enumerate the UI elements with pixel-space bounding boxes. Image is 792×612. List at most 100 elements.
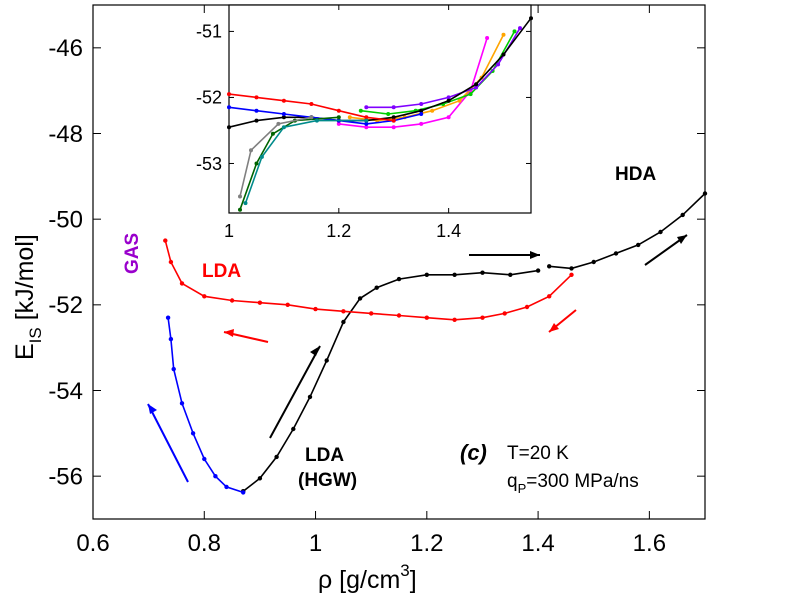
- data-point: [224, 484, 229, 490]
- data-point: [249, 148, 253, 153]
- data-point: [168, 336, 174, 342]
- data-point: [227, 125, 231, 130]
- data-point: [238, 194, 242, 199]
- data-point: [636, 242, 641, 248]
- data-point: [254, 161, 259, 166]
- data-point: [430, 108, 435, 113]
- data-point: [309, 115, 314, 120]
- arrowhead-gas: [148, 404, 157, 414]
- data-point: [569, 266, 574, 271]
- y-tick-label: -52: [48, 292, 83, 319]
- data-point: [446, 98, 451, 103]
- data-point: [270, 131, 275, 136]
- label-gas: GAS: [122, 233, 143, 274]
- label-panel-c: (c): [460, 440, 487, 465]
- x-axis-label-sup: 3: [400, 561, 409, 580]
- x-axis-label-text: ρ [g/cm: [318, 566, 400, 594]
- arrowhead-compression-hda: [530, 251, 540, 259]
- data-point: [243, 201, 248, 206]
- data-point: [468, 92, 473, 97]
- data-point: [347, 115, 352, 120]
- main-series-group: [163, 191, 708, 495]
- data-point: [391, 118, 396, 123]
- data-point: [569, 272, 574, 277]
- data-point: [508, 272, 513, 277]
- main-axis-ticks: 0.6 0.8 1 1.2 1.4 1.6 -56 -54 -52 -50 -48 -46: [48, 5, 705, 557]
- x-tick-label: 1.2: [326, 221, 351, 241]
- data-point: [547, 264, 552, 269]
- data-point: [336, 121, 341, 126]
- data-point: [391, 125, 396, 130]
- arrow-compression-lda: [269, 345, 321, 439]
- label-rate: qP=300 MPa/ns: [507, 471, 639, 496]
- y-tick-label: -48: [48, 121, 83, 148]
- data-point: [238, 207, 242, 212]
- data-point: [202, 294, 207, 299]
- series-line: [239, 116, 312, 197]
- series-line: [549, 192, 706, 270]
- x-tick-label: 1: [224, 221, 234, 241]
- data-point: [274, 454, 279, 460]
- data-point: [680, 212, 685, 218]
- data-point: [386, 112, 391, 116]
- data-point: [446, 115, 451, 120]
- label-rate-sub: P: [518, 481, 527, 496]
- data-point: [213, 474, 218, 479]
- data-point: [254, 95, 259, 100]
- data-point: [529, 16, 533, 21]
- data-point: [480, 270, 485, 275]
- data-point: [313, 306, 318, 312]
- data-point: [501, 52, 506, 57]
- data-point: [227, 92, 231, 97]
- y-tick-label: -53: [196, 154, 222, 174]
- data-point: [474, 82, 479, 87]
- x-tick-label: 1.2: [410, 530, 443, 557]
- data-point: [227, 105, 231, 110]
- data-point: [291, 426, 296, 432]
- data-point: [259, 154, 264, 159]
- data-point: [424, 315, 429, 320]
- data-point: [419, 108, 424, 113]
- label-hgw: (HGW): [298, 470, 357, 491]
- data-point: [501, 32, 506, 37]
- data-point: [480, 315, 485, 320]
- arrowhead-compression-lda: [310, 346, 320, 356]
- data-point: [254, 118, 259, 123]
- data-point: [364, 105, 369, 110]
- data-point: [446, 95, 451, 100]
- data-point: [163, 238, 168, 243]
- y-axis-label: EIS [kJ/mol]: [11, 234, 45, 360]
- x-axis-label: ρ [g/cm3]: [318, 561, 417, 594]
- data-point: [281, 115, 286, 120]
- label-rate-value: =300 MPa/ns: [526, 471, 639, 492]
- data-point: [457, 98, 462, 103]
- data-point: [179, 281, 185, 286]
- data-point: [336, 108, 341, 113]
- arrowhead-decompression-lda: [224, 329, 234, 337]
- data-point: [168, 259, 174, 265]
- y-axis-label-sub: IS: [26, 327, 45, 343]
- x-tick-label: 1.4: [436, 221, 461, 241]
- data-point: [535, 268, 541, 273]
- data-point: [613, 251, 619, 256]
- data-point: [281, 112, 286, 116]
- data-point: [241, 490, 246, 495]
- data-point: [364, 121, 369, 126]
- label-lda-red: LDA: [202, 261, 241, 282]
- data-point: [452, 272, 457, 277]
- data-point: [452, 317, 457, 322]
- data-point: [419, 102, 424, 106]
- series-line: [164, 240, 573, 321]
- data-point: [419, 112, 424, 116]
- data-point: [658, 229, 663, 235]
- data-point: [229, 298, 235, 303]
- data-point: [257, 476, 263, 481]
- data-point: [485, 36, 490, 40]
- data-point: [364, 115, 369, 120]
- data-point: [341, 319, 346, 325]
- y-tick-label: -50: [48, 207, 83, 234]
- data-point: [512, 29, 517, 34]
- x-tick-label: 0.6: [76, 530, 109, 557]
- data-point: [702, 191, 708, 196]
